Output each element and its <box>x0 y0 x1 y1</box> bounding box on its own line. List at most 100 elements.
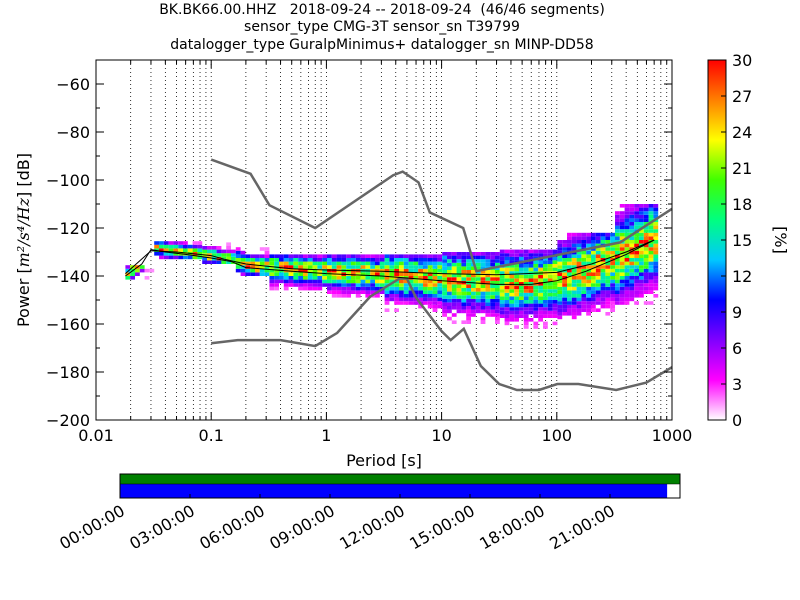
density-cell <box>643 232 649 237</box>
density-cell <box>634 254 640 258</box>
density-cell <box>643 214 649 219</box>
density-cell <box>557 301 563 305</box>
density-cell <box>514 271 520 275</box>
density-cell <box>331 258 337 262</box>
density-cell <box>499 278 505 282</box>
density-cell <box>389 294 395 298</box>
density-cell <box>610 301 616 305</box>
density-cell <box>178 244 184 249</box>
density-cell <box>461 255 467 260</box>
density-cell <box>595 297 601 302</box>
density-cell <box>394 258 400 262</box>
density-cell <box>293 258 299 262</box>
density-cell <box>307 265 313 269</box>
density-cell <box>427 301 433 305</box>
density-cell <box>475 262 481 267</box>
density-cell <box>576 250 582 255</box>
density-cell <box>456 262 462 267</box>
density-cell <box>451 252 457 256</box>
density-cell <box>571 236 577 240</box>
density-cell <box>634 211 640 215</box>
density-cell <box>519 314 524 318</box>
density-cell <box>413 286 419 291</box>
density-cell <box>365 294 371 298</box>
density-cell <box>159 248 164 252</box>
density-cell <box>519 300 524 304</box>
density-cell <box>399 265 404 269</box>
density-cell <box>307 254 313 258</box>
density-cell <box>408 261 414 266</box>
density-cell <box>571 258 577 262</box>
density-cell <box>591 254 596 258</box>
density-cell <box>346 254 352 258</box>
density-cell <box>250 272 256 276</box>
density-cell <box>533 253 539 257</box>
density-cell <box>610 276 616 280</box>
density-cell <box>586 276 592 280</box>
density-cell <box>639 258 644 262</box>
density-cell <box>475 291 481 296</box>
density-cell <box>490 288 496 292</box>
density-cell <box>461 270 467 274</box>
density-cell <box>600 286 606 291</box>
density-cell <box>475 252 481 256</box>
density-cell <box>447 270 452 274</box>
density-cell <box>461 309 467 314</box>
density-cell <box>327 283 332 287</box>
density-cell <box>547 274 553 279</box>
density-cell <box>595 240 601 244</box>
x-tick-label: 0.01 <box>78 426 114 445</box>
density-cell <box>581 243 587 248</box>
density-cell <box>461 284 467 288</box>
density-cell <box>543 260 548 264</box>
density-cell <box>202 256 208 261</box>
density-cell <box>595 236 601 240</box>
density-cell <box>399 254 404 258</box>
density-cell <box>456 252 462 256</box>
density-cell <box>528 292 534 297</box>
density-cell <box>538 292 544 297</box>
density-cell <box>480 302 486 306</box>
density-cell <box>485 255 491 260</box>
density-cell <box>466 284 472 288</box>
density-cell <box>317 276 323 280</box>
density-cell <box>528 300 534 304</box>
density-cell <box>427 258 433 262</box>
density-cell <box>466 288 472 292</box>
density-cell <box>624 240 630 244</box>
density-cell <box>624 229 630 233</box>
density-cell <box>423 286 428 291</box>
density-cell <box>610 279 616 284</box>
density-cell <box>370 258 376 262</box>
density-cell <box>461 266 467 270</box>
density-cell <box>557 283 563 287</box>
density-cell <box>466 259 472 263</box>
colorbar-tick-label: 6 <box>732 339 742 358</box>
density-cell <box>485 280 491 285</box>
density-cell <box>221 260 227 264</box>
density-cell <box>643 276 649 280</box>
density-cell <box>423 301 428 305</box>
density-cell <box>634 294 640 298</box>
density-cell <box>413 261 419 266</box>
density-cell <box>533 300 539 304</box>
density-cell <box>586 283 592 287</box>
density-cell <box>653 258 659 262</box>
density-cell <box>283 283 289 287</box>
density-cell <box>538 314 544 318</box>
density-cell <box>509 282 515 286</box>
density-cell <box>624 247 630 251</box>
density-cell <box>408 258 414 262</box>
density-cell <box>231 249 236 254</box>
density-cell <box>581 301 587 305</box>
density-cell <box>423 297 428 302</box>
density-cell <box>557 268 563 273</box>
density-cell <box>336 286 342 291</box>
density-cell <box>499 303 505 308</box>
density-cell <box>413 290 419 294</box>
density-cell <box>394 276 400 280</box>
y-tick-label: −100 <box>46 171 90 190</box>
density-cell <box>648 236 654 240</box>
density-cell <box>523 274 529 279</box>
density-cell <box>543 303 548 308</box>
